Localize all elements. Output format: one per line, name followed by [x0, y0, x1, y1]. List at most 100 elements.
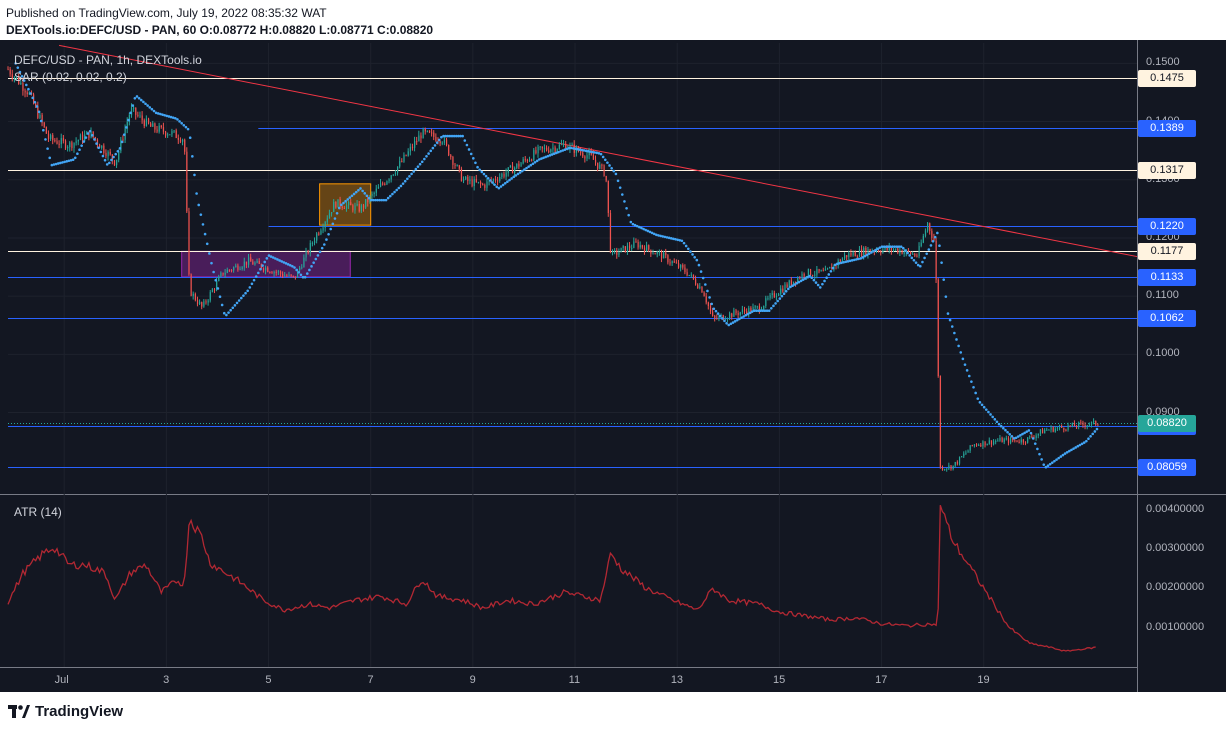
sar-dot — [78, 148, 81, 151]
sar-dot — [401, 182, 405, 185]
sar-dot — [220, 303, 224, 307]
candle-body — [803, 273, 805, 277]
date-tick: 3 — [163, 674, 170, 686]
sar-dot — [557, 150, 560, 154]
main-legend-title: DEFC/USD - PAN, 1h, DEXTools.io — [14, 53, 202, 67]
tradingview-logo[interactable]: TradingView — [8, 703, 123, 720]
sar-dot — [337, 206, 341, 210]
candle-body — [788, 280, 790, 287]
candle-body — [1027, 437, 1029, 443]
sar-dot — [844, 260, 848, 264]
candle-body — [916, 255, 918, 257]
candle-body — [1050, 427, 1052, 430]
sar-dot — [784, 289, 788, 293]
candle-body — [137, 114, 139, 116]
sar-dot — [574, 147, 577, 151]
candle-body — [16, 77, 18, 79]
candle-body — [535, 150, 537, 154]
sar-dot — [621, 193, 624, 196]
candle-body — [814, 274, 816, 276]
candle-body — [743, 309, 746, 312]
sar-dot — [1072, 447, 1075, 450]
sar-dot — [378, 198, 381, 202]
sar-dot — [501, 183, 505, 187]
candle-body — [658, 251, 661, 253]
sar-dot — [235, 301, 239, 305]
price-label-0.1220: 0.1220 — [1138, 218, 1196, 235]
chart-canvas[interactable] — [0, 40, 1226, 692]
candle-body — [978, 444, 980, 446]
sar-dot — [925, 252, 928, 256]
candle-body — [931, 230, 933, 238]
candle-body — [471, 179, 473, 187]
sar-dot — [597, 151, 601, 155]
candle-body — [120, 139, 122, 152]
sar-dot — [1010, 434, 1014, 438]
candle-body — [90, 131, 92, 138]
candle-body — [829, 266, 831, 269]
candle-body — [188, 211, 190, 275]
candle-body — [356, 203, 358, 206]
sar-dot — [765, 309, 769, 312]
sar-dot — [1033, 442, 1037, 445]
candle-body — [988, 440, 990, 444]
candle-body — [167, 134, 169, 136]
sar-dot — [727, 323, 731, 327]
candle-body — [441, 142, 443, 144]
sar-dot — [953, 331, 956, 335]
candle-body — [199, 302, 201, 304]
candle-body — [820, 270, 822, 272]
sar-dot — [365, 194, 369, 198]
candle-body — [231, 270, 233, 272]
sar-dot — [512, 175, 516, 179]
candle-body — [1010, 438, 1012, 443]
sar-dot — [1012, 437, 1016, 440]
sar-dot — [80, 144, 83, 147]
candle-body — [41, 114, 43, 123]
candle-body — [196, 300, 199, 304]
candle-body — [75, 141, 77, 143]
candle-body — [269, 271, 271, 273]
sar-dot — [559, 150, 562, 153]
sar-dot — [103, 158, 107, 162]
candle-body — [641, 245, 644, 248]
sar-dot — [193, 173, 196, 177]
candle-body — [514, 167, 516, 174]
sar-dot — [474, 161, 477, 165]
sar-dot — [906, 251, 909, 255]
sar-dot — [789, 285, 792, 289]
sar-dot — [878, 246, 882, 249]
sar-dot — [346, 198, 350, 201]
sar-dot — [110, 158, 113, 162]
candle-body — [224, 272, 226, 275]
candle-body — [680, 264, 682, 268]
sar-dot — [527, 165, 530, 168]
candle-body — [705, 296, 707, 303]
sar-dot — [54, 162, 58, 166]
candle-body — [1020, 439, 1022, 443]
sar-dot — [101, 154, 105, 158]
candle-body — [314, 240, 316, 243]
sar-dot — [555, 151, 558, 155]
candle-body — [147, 118, 150, 124]
candle-body — [45, 126, 48, 134]
sar-dot — [770, 306, 773, 310]
candle-body — [1090, 421, 1093, 425]
candle-body — [350, 202, 352, 206]
sar-dot — [367, 196, 371, 200]
candle-body — [220, 272, 222, 277]
candle-body — [878, 250, 880, 252]
sar-dot — [320, 246, 324, 250]
candle-body — [9, 69, 11, 75]
sar-dot — [840, 261, 843, 265]
sar-dot — [989, 413, 992, 416]
candle-body — [152, 123, 154, 127]
candle-body — [965, 452, 967, 454]
candle-body — [1080, 422, 1082, 424]
candle-body — [477, 181, 480, 183]
candle-body — [456, 165, 458, 167]
candle-body — [558, 144, 561, 149]
candle-body — [771, 293, 773, 296]
sar-dot — [1089, 434, 1092, 438]
sar-dot — [603, 158, 607, 162]
